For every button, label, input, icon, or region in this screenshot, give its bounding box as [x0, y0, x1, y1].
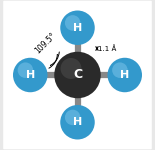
Circle shape: [65, 110, 80, 125]
FancyBboxPatch shape: [2, 0, 153, 150]
Circle shape: [112, 62, 128, 78]
FancyArrowPatch shape: [49, 54, 57, 68]
Text: 1.1 Å: 1.1 Å: [98, 45, 117, 52]
Circle shape: [65, 15, 80, 31]
Text: H: H: [26, 70, 35, 80]
Circle shape: [60, 58, 82, 79]
Circle shape: [18, 62, 33, 78]
Circle shape: [60, 105, 95, 140]
Circle shape: [54, 52, 101, 98]
Text: C: C: [73, 69, 82, 81]
Text: H: H: [73, 23, 82, 33]
Text: 109.5°: 109.5°: [33, 30, 58, 55]
FancyArrowPatch shape: [50, 52, 59, 65]
Text: H: H: [73, 117, 82, 127]
Circle shape: [13, 58, 47, 92]
Circle shape: [60, 11, 95, 45]
Circle shape: [108, 58, 142, 92]
Text: H: H: [120, 70, 129, 80]
